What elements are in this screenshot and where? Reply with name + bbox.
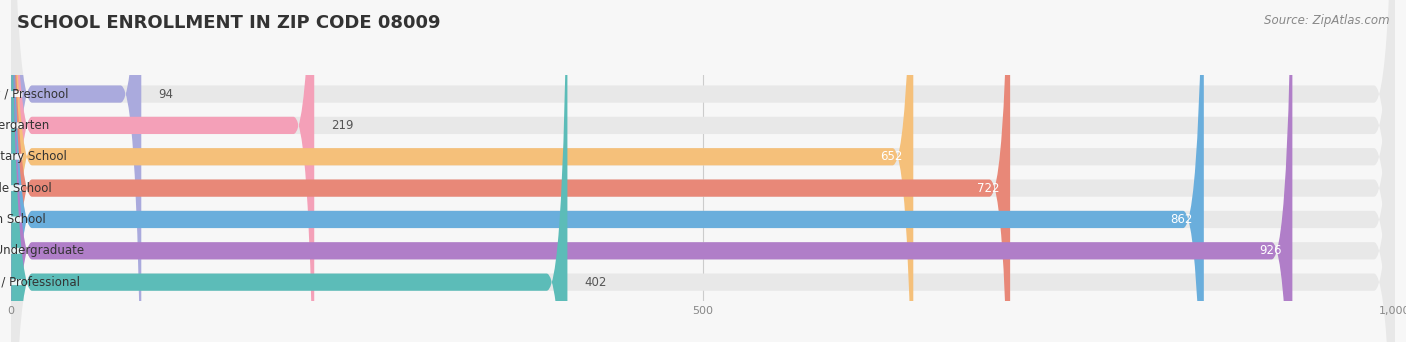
FancyBboxPatch shape: [11, 0, 1010, 342]
Text: Graduate / Professional: Graduate / Professional: [0, 276, 80, 289]
FancyBboxPatch shape: [11, 0, 1395, 342]
Text: Elementary School: Elementary School: [0, 150, 66, 163]
FancyBboxPatch shape: [11, 0, 1395, 342]
Text: 862: 862: [1170, 213, 1192, 226]
FancyBboxPatch shape: [11, 0, 1395, 342]
FancyBboxPatch shape: [11, 0, 568, 342]
FancyBboxPatch shape: [11, 0, 1292, 342]
FancyBboxPatch shape: [11, 0, 314, 342]
FancyBboxPatch shape: [11, 0, 914, 342]
Text: 926: 926: [1258, 244, 1281, 257]
FancyBboxPatch shape: [11, 0, 1395, 342]
FancyBboxPatch shape: [11, 0, 1204, 342]
FancyBboxPatch shape: [0, 248, 22, 254]
FancyBboxPatch shape: [0, 122, 22, 128]
Text: 219: 219: [330, 119, 353, 132]
FancyBboxPatch shape: [11, 0, 1395, 342]
Text: High School: High School: [0, 213, 46, 226]
Text: Nursery / Preschool: Nursery / Preschool: [0, 88, 69, 101]
Text: 722: 722: [977, 182, 1000, 195]
Text: College / Undergraduate: College / Undergraduate: [0, 244, 84, 257]
FancyBboxPatch shape: [11, 0, 1395, 342]
FancyBboxPatch shape: [0, 216, 22, 222]
Text: 94: 94: [157, 88, 173, 101]
Text: SCHOOL ENROLLMENT IN ZIP CODE 08009: SCHOOL ENROLLMENT IN ZIP CODE 08009: [17, 14, 440, 32]
Text: Source: ZipAtlas.com: Source: ZipAtlas.com: [1264, 14, 1389, 27]
FancyBboxPatch shape: [0, 279, 22, 285]
FancyBboxPatch shape: [11, 0, 141, 342]
Text: 402: 402: [583, 276, 606, 289]
Text: Middle School: Middle School: [0, 182, 52, 195]
FancyBboxPatch shape: [0, 91, 22, 97]
Text: 652: 652: [880, 150, 903, 163]
FancyBboxPatch shape: [0, 185, 22, 191]
Text: Kindergarten: Kindergarten: [0, 119, 51, 132]
FancyBboxPatch shape: [0, 154, 22, 160]
FancyBboxPatch shape: [11, 0, 1395, 342]
